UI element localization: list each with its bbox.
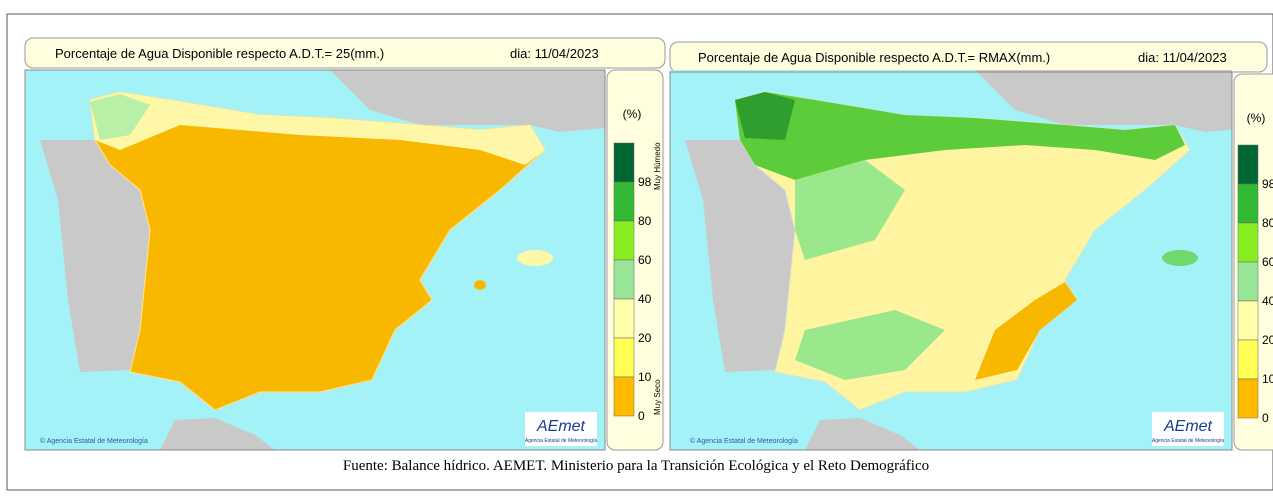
legend-dry: Muy Seco xyxy=(653,379,662,415)
logo: AEmet xyxy=(1163,418,1213,435)
legend-label: 0 xyxy=(1262,411,1269,425)
legend-label: 60 xyxy=(1262,255,1273,269)
map xyxy=(670,70,1232,450)
legend-label: 10 xyxy=(638,370,652,384)
header-box xyxy=(24,37,666,69)
legend-swatch xyxy=(1237,378,1259,419)
legend-swatch xyxy=(613,376,635,417)
legend-unit: (%) xyxy=(623,107,642,121)
legend-swatch xyxy=(1237,261,1259,302)
legend-scale: 98 80 60 40 20 10 0 xyxy=(613,142,652,423)
legend-label: 40 xyxy=(1262,294,1273,308)
legend-swatch xyxy=(613,337,635,378)
map-date: dia: 11/04/2023 xyxy=(1138,50,1227,65)
logo-sub: Agencia Estatal de Meteorología xyxy=(525,438,597,444)
legend-swatch xyxy=(613,142,635,183)
legend-wet: Muy Húmedo xyxy=(653,142,662,190)
legend-swatch xyxy=(1237,339,1259,380)
legend-unit: (%) xyxy=(1247,111,1266,125)
map-title: Porcentaje de Agua Disponible respecto A… xyxy=(55,46,384,61)
logo-box xyxy=(1152,412,1224,446)
map-border xyxy=(669,71,1233,451)
legend-swatch xyxy=(1237,300,1259,341)
logo-box xyxy=(525,412,597,446)
legend-label: 98 xyxy=(1262,177,1273,191)
map-title: Porcentaje de Agua Disponible respecto A… xyxy=(698,50,1050,65)
legend-label: 80 xyxy=(638,214,652,228)
map-date: dia: 11/04/2023 xyxy=(510,46,599,61)
legend-swatch xyxy=(613,220,635,261)
caption: Fuente: Balance hídrico. AEMET. Minister… xyxy=(343,458,929,474)
legend-scale: 98 80 60 40 20 10 0 xyxy=(1237,144,1273,425)
legend-label: 20 xyxy=(638,331,652,345)
legend-swatch xyxy=(613,298,635,339)
legend-label: 60 xyxy=(638,253,652,267)
legend-label: 20 xyxy=(1262,333,1273,347)
legend-label: 40 xyxy=(638,292,652,306)
legend-label: 0 xyxy=(638,409,645,423)
map-border xyxy=(24,69,606,451)
legend-swatch xyxy=(1237,222,1259,263)
logo-sub: Agencia Estatal de Meteorología xyxy=(1152,438,1224,444)
legend-swatch xyxy=(1237,183,1259,224)
legend-swatch xyxy=(613,181,635,222)
credit: © Agencia Estatal de Meteorología xyxy=(690,437,798,445)
credit: © Agencia Estatal de Meteorología xyxy=(40,437,148,445)
map xyxy=(25,70,605,450)
legend-label: 98 xyxy=(638,175,652,189)
legend-swatch xyxy=(1237,144,1259,185)
legend-label: 80 xyxy=(1262,216,1273,230)
legend-label: 10 xyxy=(1262,372,1273,386)
outer-frame xyxy=(6,13,1273,491)
legend-swatch xyxy=(613,259,635,300)
logo: AEmet xyxy=(536,418,586,435)
